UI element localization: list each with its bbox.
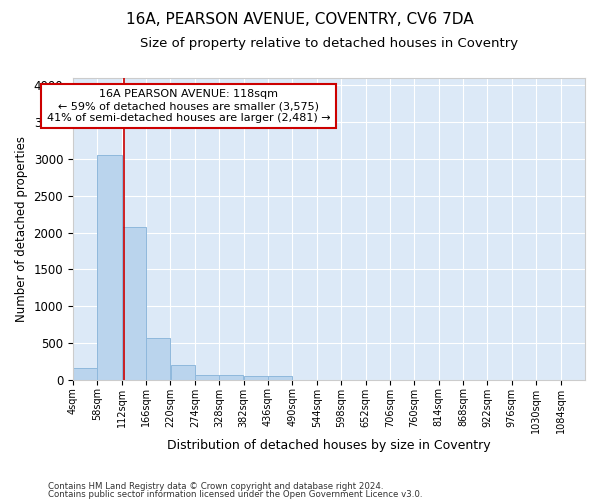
Text: 16A, PEARSON AVENUE, COVENTRY, CV6 7DA: 16A, PEARSON AVENUE, COVENTRY, CV6 7DA [126,12,474,28]
X-axis label: Distribution of detached houses by size in Coventry: Distribution of detached houses by size … [167,440,491,452]
Bar [170,364,195,380]
Bar [122,228,146,380]
Text: 16A PEARSON AVENUE: 118sqm
← 59% of detached houses are smaller (3,575)
41% of s: 16A PEARSON AVENUE: 118sqm ← 59% of deta… [47,90,331,122]
Bar [268,376,292,380]
Bar [146,338,170,380]
Bar [244,376,268,380]
Bar [195,374,219,380]
Bar [220,375,244,380]
Y-axis label: Number of detached properties: Number of detached properties [15,136,28,322]
Bar [97,156,122,380]
Title: Size of property relative to detached houses in Coventry: Size of property relative to detached ho… [140,38,518,51]
Text: Contains public sector information licensed under the Open Government Licence v3: Contains public sector information licen… [48,490,422,499]
Bar [73,368,97,380]
Text: Contains HM Land Registry data © Crown copyright and database right 2024.: Contains HM Land Registry data © Crown c… [48,482,383,491]
